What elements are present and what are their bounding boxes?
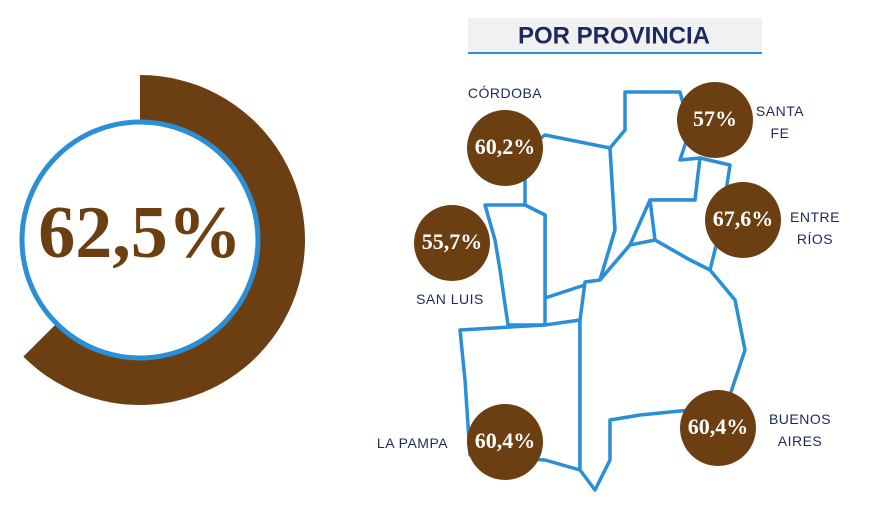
province-name: SANTA FE — [755, 103, 805, 141]
cordoba-outline — [523, 133, 617, 300]
province-value: 60,4% — [688, 414, 749, 439]
province-bubble — [705, 182, 781, 258]
province-name: LA PAMPA — [376, 435, 449, 451]
province-value: 55,7% — [422, 229, 483, 254]
province-name: SAN LUIS — [416, 291, 484, 307]
province-bubble — [414, 205, 490, 281]
province-value: 67,6% — [713, 206, 774, 231]
map-title: POR PROVINCIA — [518, 22, 710, 49]
province-bubble — [677, 82, 753, 158]
province-bubble — [467, 110, 543, 186]
province-name: ENTRE RÍOS — [790, 209, 840, 247]
gauge-inner-circle — [19, 119, 261, 361]
map — [458, 90, 747, 492]
gauge-label: 62,5% — [38, 192, 242, 274]
province-name: BUENOS AIRES — [768, 411, 832, 449]
province-value: 60,2% — [475, 134, 536, 159]
province-value: 60,4% — [475, 428, 536, 453]
province-bubble — [680, 390, 756, 466]
gauge-arc — [23, 75, 306, 405]
title-band — [468, 18, 762, 52]
province-bubble — [467, 404, 543, 480]
province-value: 57% — [693, 106, 737, 131]
province-name: CÓRDOBA — [467, 85, 543, 101]
